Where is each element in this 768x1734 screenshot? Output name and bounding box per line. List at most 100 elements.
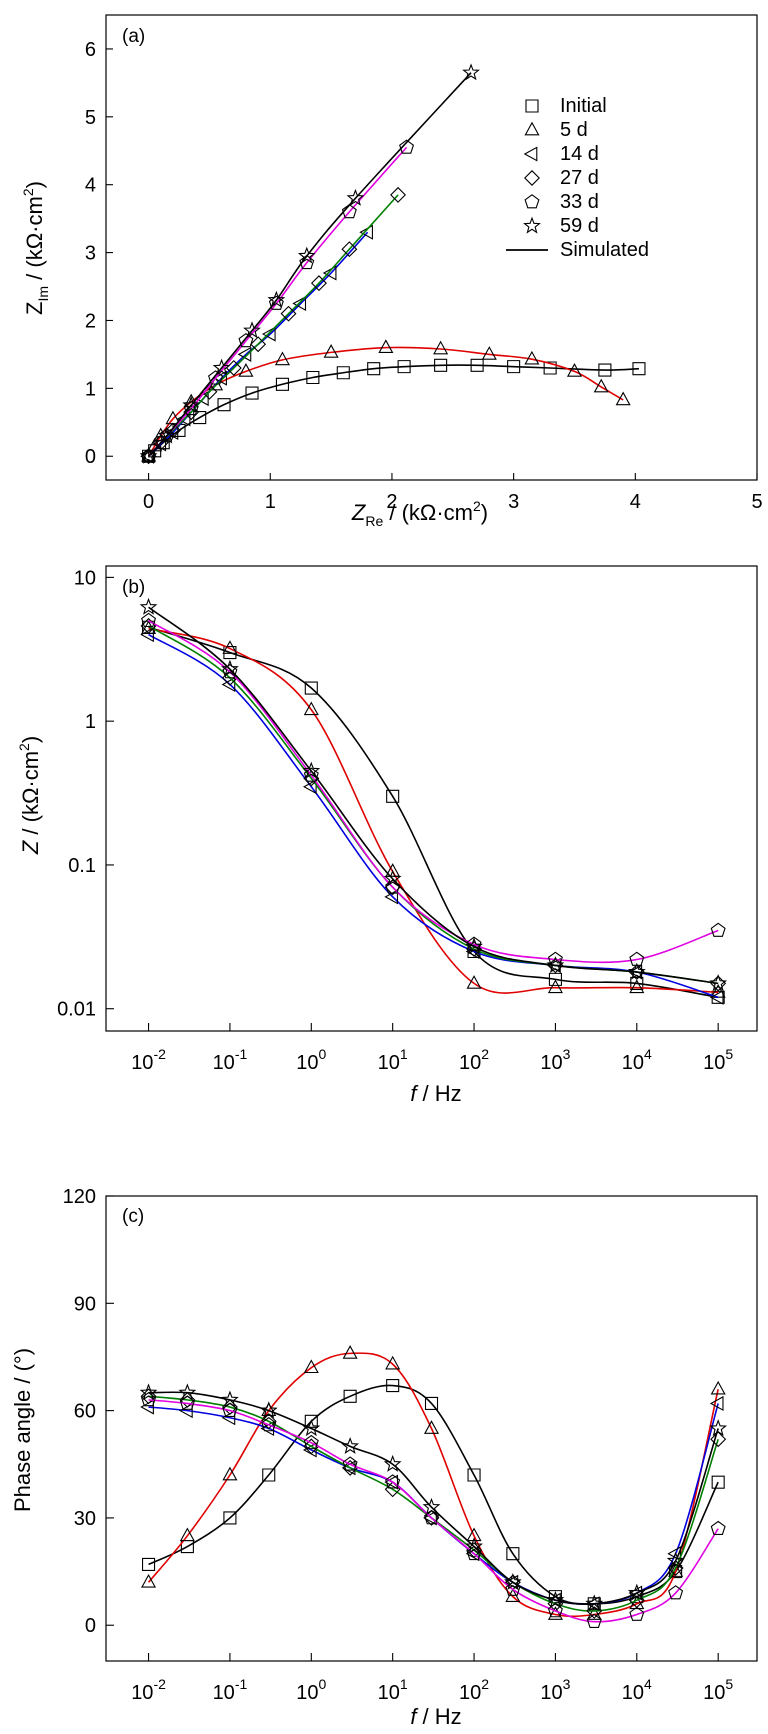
data-point (668, 1563, 684, 1577)
legend-marker (525, 99, 539, 113)
data-point (627, 962, 646, 980)
data-point (221, 1410, 236, 1426)
data-point (261, 326, 276, 342)
data-point (222, 1466, 238, 1481)
panel-a-frame (105, 14, 758, 481)
legend-marker (523, 146, 538, 162)
legend-marker (523, 216, 541, 234)
data-point (221, 1399, 238, 1416)
x-tick-label: 10-2 (131, 1676, 166, 1704)
data-point (223, 646, 237, 660)
data-point (359, 224, 373, 240)
data-point (710, 1380, 726, 1395)
legend-marker (524, 121, 540, 136)
data-point (342, 1345, 358, 1359)
data-point (342, 1459, 359, 1476)
x-tick-label-a: 5 (751, 491, 762, 513)
data-point (267, 290, 286, 308)
data-point (306, 370, 320, 385)
data-point (245, 386, 259, 400)
x-tick-label: 103 (540, 1676, 570, 1704)
data-point (397, 360, 411, 374)
x-tick-label: 104 (622, 1676, 652, 1704)
data-point (346, 188, 365, 206)
data-point (304, 681, 318, 695)
data-point (238, 363, 254, 377)
data-point (466, 1542, 483, 1559)
data-point (433, 340, 449, 355)
panel-c-frame (105, 1195, 758, 1662)
data-point (470, 358, 484, 372)
data-point (250, 336, 267, 353)
data-point (217, 398, 231, 412)
panel-c-xlabel: f / Hz (410, 1704, 461, 1729)
data-point (222, 664, 238, 679)
data-point (481, 346, 497, 360)
data-point (466, 1527, 482, 1542)
panel-b: (b) Z / (kΩ·cm2) f / Hz (16, 565, 758, 1106)
data-point (179, 1403, 193, 1419)
data-point (462, 63, 480, 81)
x-tick-label: 102 (459, 1046, 489, 1074)
x-tick-label: 100 (296, 1046, 326, 1074)
data-point (367, 362, 381, 376)
x-tick-label: 100 (296, 1676, 326, 1704)
data-point (141, 1392, 157, 1407)
data-point (302, 779, 317, 795)
data-point (709, 989, 724, 1005)
data-point (341, 1437, 360, 1454)
data-point (280, 305, 297, 322)
data-point (299, 254, 315, 270)
data-point (466, 975, 482, 989)
data-point (710, 1431, 727, 1448)
data-point (710, 922, 726, 937)
data-point (424, 1510, 439, 1525)
legend-marker (524, 194, 540, 209)
data-point (179, 1391, 196, 1408)
data-point (547, 979, 563, 994)
y-tick-label-a: 6 (85, 39, 96, 61)
data-point (268, 295, 284, 310)
y-tick-label-c: 0 (85, 1615, 96, 1637)
data-point (152, 436, 167, 452)
data-point (629, 979, 645, 994)
data-point (586, 1613, 602, 1629)
data-point (336, 366, 350, 380)
data-point (586, 1606, 602, 1620)
y-tick-label-a: 4 (85, 175, 96, 197)
data-point (390, 186, 407, 203)
y-tick-label-b: 0.1 (68, 855, 96, 877)
data-point (507, 360, 521, 374)
data-point (182, 395, 201, 413)
data-point (709, 1419, 728, 1437)
data-point (141, 612, 157, 628)
data-point (303, 1434, 319, 1450)
fit-line-59d (148, 1391, 719, 1606)
legend-label: Initial (560, 95, 607, 117)
data-point (303, 1438, 320, 1455)
panel-b-frame (105, 565, 758, 1032)
data-point (524, 350, 540, 365)
fit-line-14d (148, 633, 719, 999)
data-point (183, 404, 200, 421)
y-tick-label-b: 0.01 (57, 999, 96, 1021)
data-point (292, 295, 307, 312)
data-point (310, 275, 327, 292)
data-point (243, 321, 261, 339)
legend-label: 27 d (560, 167, 599, 189)
legend-label: Simulated (560, 239, 649, 261)
x-tick-label-a: 3 (508, 491, 519, 513)
data-point (297, 246, 316, 264)
x-tick-label: 104 (622, 1046, 652, 1074)
data-point (223, 1511, 237, 1525)
fit-line-59d (147, 72, 472, 457)
data-point (506, 1547, 520, 1561)
data-point (342, 1456, 358, 1471)
data-point (343, 1389, 357, 1403)
legend-label: 5 d (560, 119, 588, 141)
data-point (709, 974, 728, 991)
data-point (543, 361, 557, 375)
data-point (465, 937, 483, 955)
y-tick-label-a: 5 (85, 107, 96, 129)
